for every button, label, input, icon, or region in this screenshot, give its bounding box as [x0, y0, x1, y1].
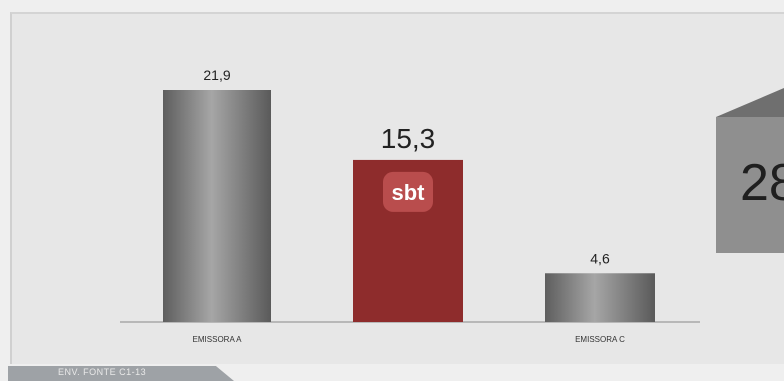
category-label: EMISSORA C: [575, 335, 625, 344]
data-label: 4,6: [590, 250, 610, 266]
sbt-logo-text: sbt: [392, 180, 426, 205]
bar: [716, 88, 784, 253]
category-label: EMISSORA A: [193, 335, 243, 344]
footer-tab: [8, 366, 234, 381]
bar-roof: [716, 88, 784, 117]
sbt-logo-icon: [383, 171, 433, 212]
bar-body: [716, 117, 784, 253]
data-label: 15,3: [381, 123, 436, 154]
bar: [545, 273, 655, 322]
footer-text: ENV. FONTE C1-13: [58, 367, 147, 377]
data-label: 21,9: [203, 67, 230, 83]
data-label: 28: [740, 154, 784, 212]
bar: [163, 90, 271, 322]
